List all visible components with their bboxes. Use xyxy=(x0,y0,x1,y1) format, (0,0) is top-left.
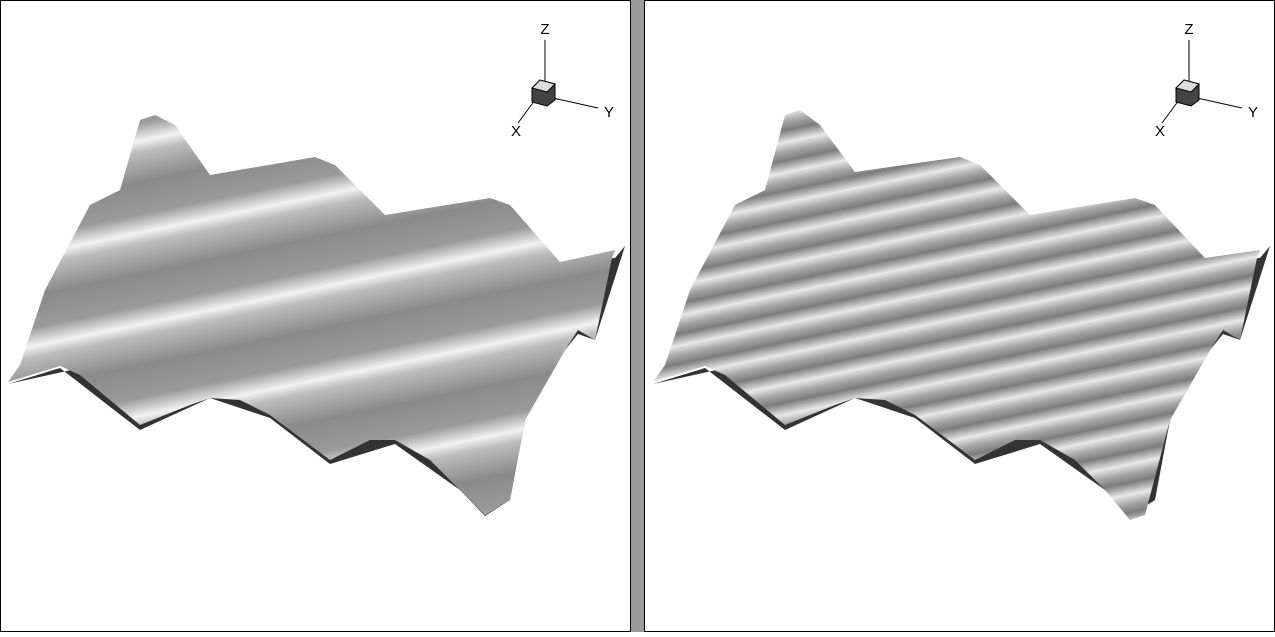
axis-label-z: Z xyxy=(540,21,549,38)
axis-label-x: X xyxy=(511,123,521,140)
axis-label-z: Z xyxy=(1184,21,1193,38)
surface-left xyxy=(8,115,625,516)
axis-triad-right: Z Y X xyxy=(1155,21,1258,140)
axis-label-y: Y xyxy=(1248,104,1258,121)
axis-label-x: X xyxy=(1155,123,1165,140)
panel-divider xyxy=(631,0,644,632)
axis-triad-left: Z Y X xyxy=(511,21,614,140)
surface-right xyxy=(653,110,1270,520)
axis-label-y: Y xyxy=(604,104,614,121)
